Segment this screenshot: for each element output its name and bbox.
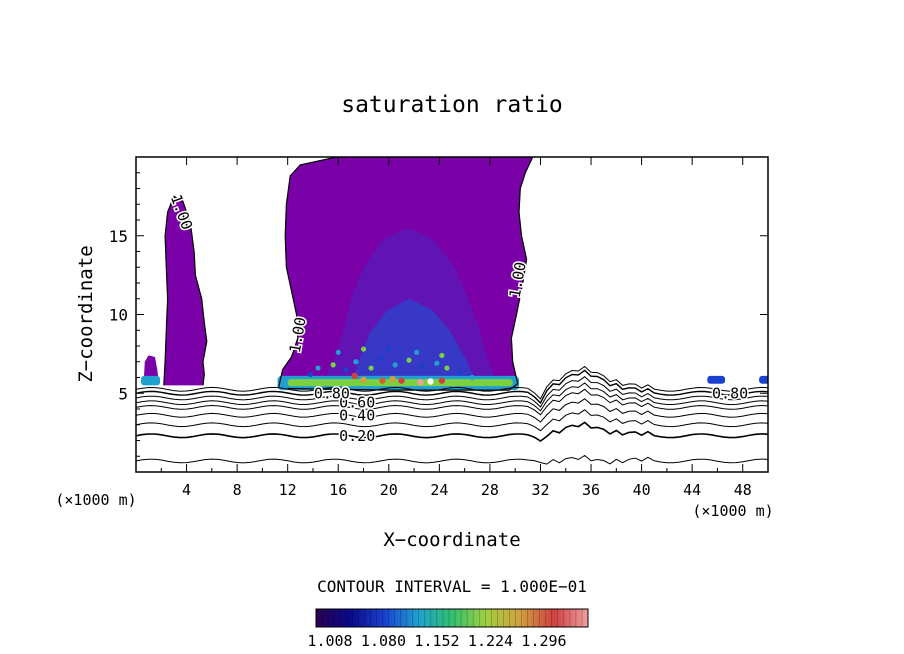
cloud-speckle xyxy=(315,365,321,371)
cloud-speckle xyxy=(335,349,341,355)
y-tick-label: 5 xyxy=(118,384,128,403)
cloud-speckle xyxy=(360,346,367,352)
x-tick-label: 32 xyxy=(531,481,549,499)
contour-0.80 xyxy=(136,369,768,405)
colorbar-tick-label: 1.080 xyxy=(361,632,406,650)
cloud-speckle xyxy=(330,362,336,368)
colorbar-ticks: 1.008 1.080 1.152 1.224 1.296 xyxy=(307,609,589,650)
cloud-speckle xyxy=(392,362,398,368)
x-axis-label: X−coordinate xyxy=(383,529,520,551)
contour-0.20 xyxy=(136,421,768,442)
x-tick-label: 36 xyxy=(582,481,600,499)
left-base-patch xyxy=(141,375,161,386)
right-edge-patch xyxy=(759,375,768,384)
y-tick-label: 10 xyxy=(109,306,128,325)
x-tick-label: 48 xyxy=(734,481,752,499)
contour-0.50 xyxy=(136,388,768,416)
y-axis: 5 10 15 xyxy=(109,172,768,457)
x-tick-label: 20 xyxy=(380,481,398,499)
supersat-peak xyxy=(417,379,424,386)
cloud-fill-left xyxy=(163,196,207,386)
contour-interval-label: CONTOUR INTERVAL = 1.000E−01 xyxy=(317,577,587,596)
cloud-speckle xyxy=(414,349,420,355)
y-axis-label: Z−coordinate xyxy=(75,245,97,382)
supersat-peak xyxy=(438,377,446,384)
supersat-peak xyxy=(427,378,434,385)
x-unit-right: (×1000 m) xyxy=(692,502,773,520)
x-tick-label: 44 xyxy=(683,481,701,499)
x-tick-label: 24 xyxy=(430,481,448,499)
right-base-patch xyxy=(707,375,726,384)
contour-0.10 xyxy=(136,454,768,465)
contour-0.60 xyxy=(136,382,768,412)
contour-0.70 xyxy=(136,376,768,408)
colorbar-tick-label: 1.152 xyxy=(414,632,459,650)
x-tick-label: 16 xyxy=(329,481,347,499)
cloud-speckle xyxy=(469,374,475,381)
cloud-speckle xyxy=(419,363,425,370)
x-unit-left: (×1000 m) xyxy=(55,491,136,509)
supersat-peak xyxy=(398,377,405,384)
supersat-peak xyxy=(351,372,358,380)
chart-title: saturation ratio xyxy=(341,92,563,118)
contour-label: 0.60 xyxy=(339,394,375,412)
colorbar-tick-label: 1.296 xyxy=(521,632,566,650)
contour-0.30 xyxy=(136,409,768,432)
contour-label: 0.40 xyxy=(339,406,375,424)
contour-0.40 xyxy=(136,398,768,423)
x-tick-label: 40 xyxy=(633,481,651,499)
plot-area xyxy=(136,157,768,465)
cloud-speckle xyxy=(368,365,374,371)
cloud-speckle xyxy=(406,357,412,363)
contour-label: 0.80 xyxy=(712,384,748,402)
cloud-speckle xyxy=(456,370,463,376)
cloud-speckle xyxy=(343,367,349,373)
cloud-fill-core xyxy=(350,298,478,387)
cloud-speckle xyxy=(444,365,450,371)
contour-label: 0.80 xyxy=(314,384,350,402)
cloud-speckle xyxy=(386,346,392,352)
contour-0.90 xyxy=(136,365,768,400)
x-tick-label: 4 xyxy=(182,481,191,499)
contour-label: 0.20 xyxy=(339,427,375,445)
x-tick-label: 12 xyxy=(279,481,297,499)
colorbar xyxy=(315,608,589,628)
colorbar-tick-label: 1.224 xyxy=(468,632,513,650)
contour-1.00-left xyxy=(163,195,208,386)
y-tick-label: 15 xyxy=(109,227,128,246)
cloud-speckle xyxy=(353,359,359,365)
cloud-speckle xyxy=(378,356,384,362)
supersat-peak xyxy=(379,377,386,384)
cloud-speckle xyxy=(434,360,440,366)
colorbar-tick-label: 1.008 xyxy=(307,632,352,650)
x-axis: 4 8 12 16 20 24 28 32 36 40 44 48 xyxy=(160,157,752,499)
supersat-peak xyxy=(360,376,367,384)
x-tick-label: 8 xyxy=(233,481,242,499)
x-tick-label: 28 xyxy=(481,481,499,499)
cloud-speckle xyxy=(439,352,445,359)
contour-1.00-main xyxy=(278,157,534,391)
supersat-peak xyxy=(389,375,396,383)
cloud-speckle xyxy=(307,371,314,377)
